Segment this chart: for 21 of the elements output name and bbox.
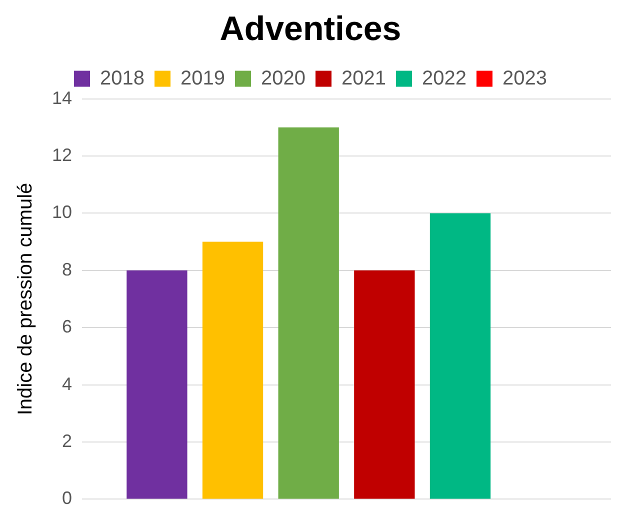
y-axis-title: Indice de pression cumulé	[14, 182, 37, 416]
legend-label: 2021	[342, 67, 386, 90]
y-tick-label: 10	[52, 202, 72, 222]
bar	[126, 270, 188, 499]
y-tick-label: 6	[62, 316, 72, 337]
y-tick-label: 0	[62, 488, 72, 508]
y-tick-label: 2	[62, 430, 72, 451]
bar	[430, 213, 491, 499]
legend-label: 2019	[180, 67, 226, 90]
legend-label: 2023	[502, 67, 547, 90]
bar	[202, 242, 264, 499]
y-tick-label: 4	[62, 374, 72, 394]
legend-label: 2022	[422, 67, 466, 90]
y-tick-label: 12	[52, 144, 72, 165]
y-tick-label: 8	[62, 259, 72, 280]
chart-title: Adventices	[220, 10, 402, 48]
legend-label: 2020	[261, 67, 306, 90]
legend-label: 2018	[100, 67, 145, 90]
bar	[278, 127, 339, 499]
y-tick-label: 14	[52, 88, 72, 108]
bar	[354, 270, 415, 499]
